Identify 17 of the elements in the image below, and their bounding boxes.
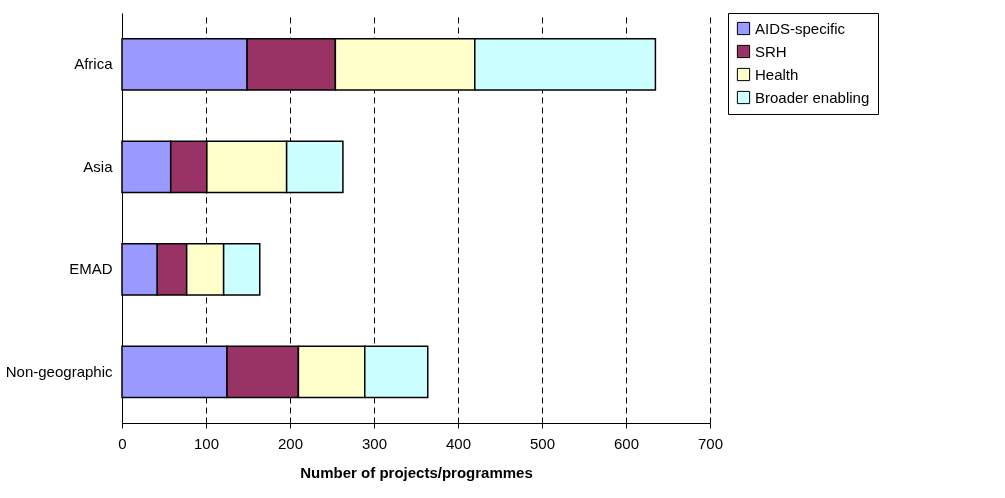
x-tick-label: 300: [361, 434, 388, 452]
y-tick-label: Africa: [74, 55, 114, 73]
x-tick-label: 500: [529, 434, 556, 452]
x-tick-label: 400: [445, 434, 472, 452]
y-tick-label: Asia: [83, 157, 114, 175]
x-tick-label: 700: [697, 434, 724, 452]
x-tick-label: 100: [193, 434, 220, 452]
y-tick-label: EMAD: [69, 260, 113, 278]
x-tick-label: 600: [613, 434, 640, 452]
legend-label: Broader enabling: [755, 88, 870, 106]
x-tick-label: 200: [277, 434, 304, 452]
legend-label: Health: [755, 65, 799, 83]
y-tick-label: Non-geographic: [5, 362, 113, 380]
legend-label: AIDS-specific: [755, 19, 846, 37]
x-axis-title: Number of projects/programmes: [300, 463, 533, 481]
x-tick-label: 0: [118, 434, 127, 452]
legend-label: SRH: [755, 42, 787, 60]
